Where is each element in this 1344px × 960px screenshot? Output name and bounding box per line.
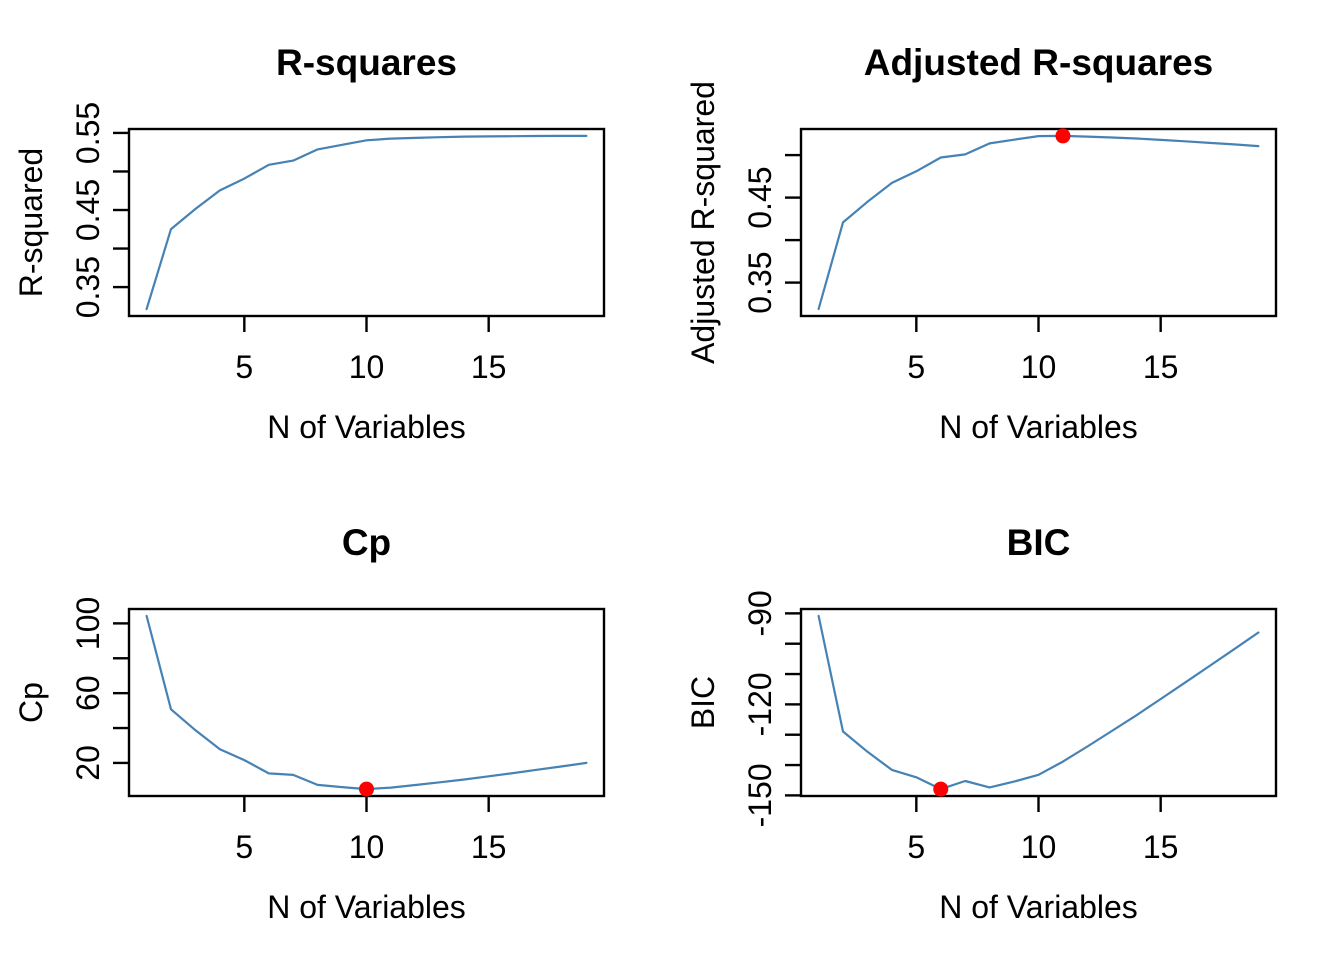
x-tick-label: 10 bbox=[1021, 829, 1057, 865]
x-tick-label: 10 bbox=[1021, 349, 1057, 385]
x-tick-label: 5 bbox=[235, 829, 253, 865]
x-axis-title: N of Variables bbox=[939, 409, 1138, 445]
panel-title: Adjusted R-squares bbox=[864, 42, 1214, 83]
y-tick-label: 0.35 bbox=[742, 251, 778, 313]
y-tick-label: 0.35 bbox=[70, 256, 106, 318]
y-tick-label: 20 bbox=[70, 745, 106, 781]
y-axis-title: R-squared bbox=[13, 148, 49, 297]
panel-r-squares: 5 10 15 0.35 0.45 0.55 R-squares N of Variables… bbox=[13, 42, 606, 445]
x-tick-label: 15 bbox=[1143, 829, 1179, 865]
x-tick-label: 5 bbox=[235, 349, 253, 385]
x-axis-title: N of Variables bbox=[267, 889, 466, 925]
plot-box bbox=[127, 127, 606, 318]
x-tick-label: 10 bbox=[349, 829, 385, 865]
plot-box bbox=[799, 127, 1278, 318]
series-line bbox=[145, 614, 588, 791]
y-axis-title: Adjusted R-squared bbox=[685, 81, 721, 364]
y-tick-label: 100 bbox=[70, 597, 106, 650]
panel-title: Cp bbox=[342, 522, 391, 563]
y-tick-label: 60 bbox=[70, 675, 106, 711]
plot-box bbox=[799, 607, 1278, 798]
plot-box bbox=[127, 607, 606, 798]
y-tick-label: -120 bbox=[742, 672, 778, 736]
x-axis-title: N of Variables bbox=[267, 409, 466, 445]
y-tick-label: 0.45 bbox=[742, 166, 778, 228]
panel-adjusted-r-squares: 5 10 15 0.35 0.45 Adjusted R-squares N of Vari… bbox=[685, 42, 1278, 445]
best-model-point bbox=[933, 781, 949, 797]
x-tick-label: 15 bbox=[471, 349, 507, 385]
series-line bbox=[145, 134, 588, 311]
series-line bbox=[817, 134, 1260, 311]
x-tick-label: 5 bbox=[907, 829, 925, 865]
y-tick-label: 0.45 bbox=[70, 179, 106, 241]
y-tick-label: 0.55 bbox=[70, 102, 106, 164]
panel-title: BIC bbox=[1007, 522, 1071, 563]
x-tick-label: 15 bbox=[1143, 349, 1179, 385]
panel-cp: 5 10 15 20 60 100 Cp N of Variables Cp bbox=[13, 522, 606, 925]
y-tick-label: -150 bbox=[742, 763, 778, 827]
x-tick-label: 10 bbox=[349, 349, 385, 385]
best-model-point bbox=[1055, 128, 1071, 144]
x-tick-label: 15 bbox=[471, 829, 507, 865]
best-model-point bbox=[359, 781, 374, 797]
y-axis-title: Cp bbox=[13, 682, 49, 723]
x-tick-label: 5 bbox=[907, 349, 925, 385]
y-axis-title: BIC bbox=[685, 676, 721, 729]
panel-title: R-squares bbox=[276, 42, 457, 83]
x-axis-title: N of Variables bbox=[939, 889, 1138, 925]
y-tick-label: -90 bbox=[742, 590, 778, 636]
series-line bbox=[817, 614, 1260, 791]
panel-bic: 5 10 15 -150 -120 -90 BIC N of Variables BIC bbox=[685, 522, 1278, 925]
